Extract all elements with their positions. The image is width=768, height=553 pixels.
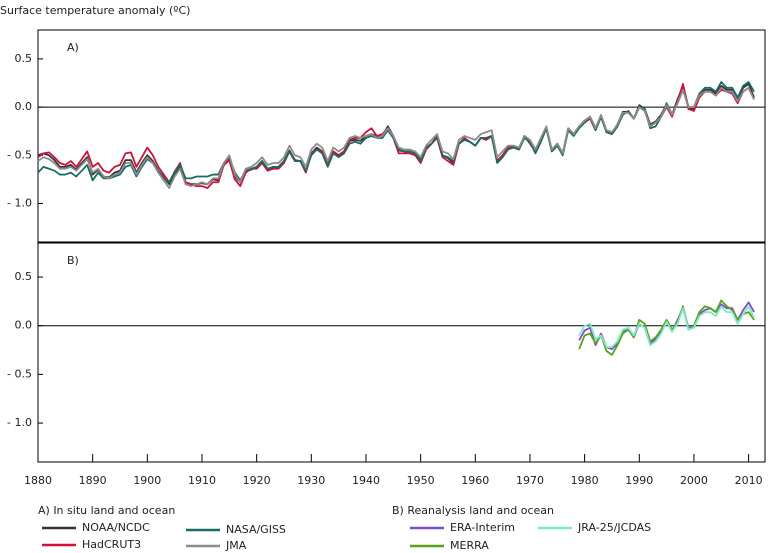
x-tick-label: 1960 [461,474,489,487]
series-line [37,81,755,184]
x-tick-label: 1910 [188,474,216,487]
series-line [37,86,755,189]
x-tick-label: 1990 [625,474,653,487]
x-tick-label: 2010 [735,474,763,487]
panel-label: A) [67,41,79,54]
legend-label: JRA-25/JCDAS [577,521,651,534]
x-tick-label: 1880 [24,474,52,487]
y-tick-label: - 0.5 [7,148,32,161]
y-tick-label: - 1.0 [7,196,32,209]
series-line [578,299,755,356]
plot-frame [37,242,766,463]
legend-title: A) In situ land and ocean [38,504,175,517]
x-tick-label: 1930 [297,474,325,487]
x-tick-label: 2000 [680,474,708,487]
legend-label: JMA [225,539,247,552]
y-tick-label: - 0.5 [7,367,32,380]
series-line [37,83,755,186]
legend-label: HadCRUT3 [82,538,141,551]
legend-title: B) Reanalysis land and ocean [392,504,554,517]
x-tick-label: 1950 [407,474,435,487]
y-tick-label: - 1.0 [7,416,32,429]
legend-label: NOAA/NCDC [82,521,150,534]
x-tick-label: 1940 [352,474,380,487]
x-tick-label: 1900 [133,474,161,487]
y-tick-label: 0.0 [15,319,33,332]
plot-frame [37,29,766,243]
y-tick-label: 0.5 [15,270,33,283]
y-tick-label: 0.0 [15,100,33,113]
x-tick-label: 1920 [243,474,271,487]
legend-label: NASA/GISS [226,523,286,536]
chart-title: Surface temperature anomaly (ºC) [0,4,190,17]
legend-label: MERRA [450,539,489,552]
legend-label: ERA-Interim [450,521,515,534]
x-tick-label: 1980 [571,474,599,487]
x-tick-label: 1890 [79,474,107,487]
panel-label: B) [67,254,79,267]
y-tick-label: 0.5 [15,52,33,65]
series-line [578,305,755,349]
series-line [37,83,755,189]
x-tick-label: 1970 [516,474,544,487]
